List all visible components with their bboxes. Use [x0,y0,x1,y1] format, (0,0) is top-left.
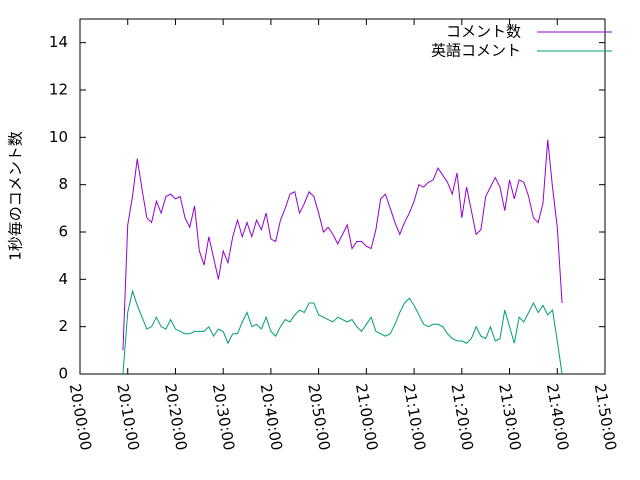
x-tick-label: 20:50:00 [304,382,333,451]
y-tick-label: 4 [58,270,68,288]
x-tick-label: 21:10:00 [400,382,429,451]
x-tick-label: 20:10:00 [113,382,142,451]
x-tick-label: 20:20:00 [161,382,190,451]
series-line [122,139,563,351]
y-tick-label: 0 [58,365,68,383]
x-tick-label: 20:30:00 [209,382,238,451]
x-tick-label: 20:40:00 [257,382,286,451]
y-tick-label: 2 [58,317,68,335]
plot-frame [79,18,606,375]
y-tick-label: 6 [58,223,68,241]
x-tick-label: 21:30:00 [495,382,524,451]
legend-label: コメント数 [446,23,521,41]
y-tick-label: 10 [49,128,68,146]
x-tick-label: 21:20:00 [447,382,476,451]
x-tick-label: 21:50:00 [591,382,620,451]
x-tick-label: 20:00:00 [66,382,95,451]
x-tick-label: 21:40:00 [543,382,572,451]
x-tick-label: 21:00:00 [352,382,381,451]
y-axis-label: 1秒毎のコメント数 [7,131,25,261]
series-line [122,289,563,375]
y-tick-label: 14 [49,33,68,51]
y-tick-label: 12 [49,81,68,99]
legend-label: 英語コメント [431,42,521,60]
y-tick-label: 8 [58,175,68,193]
